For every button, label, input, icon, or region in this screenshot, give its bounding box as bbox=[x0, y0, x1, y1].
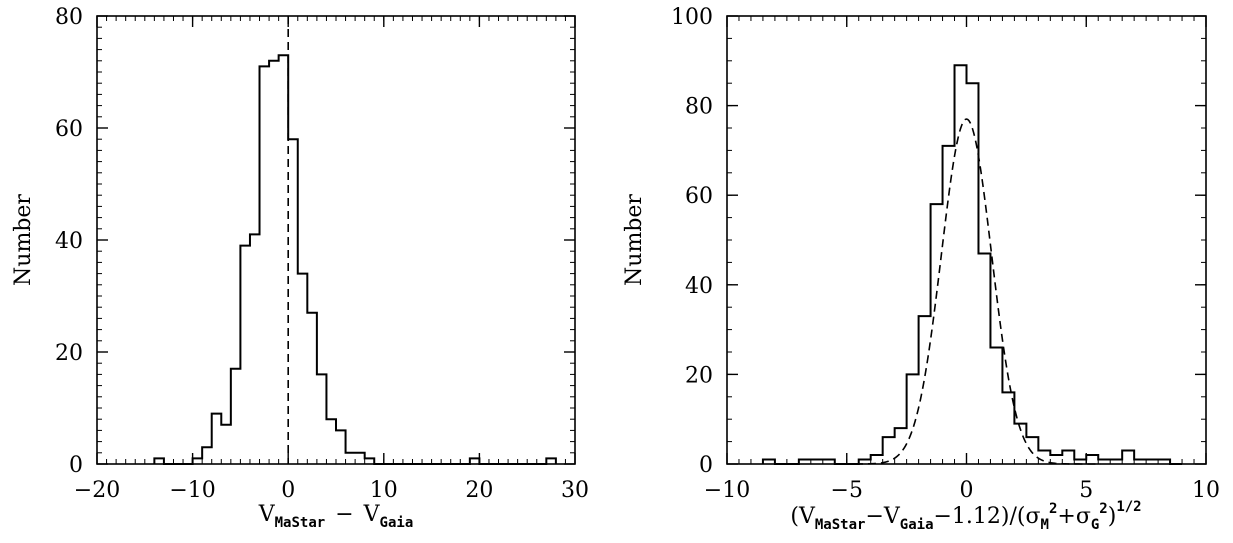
x-tick-label: 10 bbox=[1192, 478, 1220, 503]
x-tick-label: 10 bbox=[370, 478, 398, 503]
left-tick-labels: −20 −10 0 10 20 30 0 20 40 60 80 bbox=[55, 5, 589, 503]
histogram-steps bbox=[153, 54, 557, 465]
x-tick-label: 30 bbox=[561, 478, 589, 503]
x-tick-label: 5 bbox=[1079, 478, 1093, 503]
x-tick-label: −5 bbox=[831, 478, 863, 503]
left-axis-ticks bbox=[96, 15, 576, 465]
x-tick-label: 0 bbox=[281, 478, 295, 503]
plot-frame bbox=[96, 15, 576, 465]
y-tick-label: 60 bbox=[55, 117, 83, 142]
y-tick-label: 20 bbox=[55, 341, 83, 366]
x-axis-label: (VMaStar−VGaia−1.12)/(σM2+σG2)1/2 bbox=[790, 499, 1141, 533]
x-tick-label: 0 bbox=[960, 478, 974, 503]
y-tick-label: 40 bbox=[55, 229, 83, 254]
histogram-steps bbox=[761, 64, 1183, 465]
y-tick-label: 80 bbox=[55, 5, 83, 30]
y-tick-label: 40 bbox=[685, 274, 713, 299]
y-axis-label: Number bbox=[11, 194, 36, 286]
gaussian-fit-curve bbox=[841, 118, 1101, 465]
y-tick-label: 80 bbox=[685, 95, 713, 120]
x-tick-label: −10 bbox=[169, 478, 215, 503]
x-tick-label: −10 bbox=[704, 478, 750, 503]
y-axis-label: Number bbox=[622, 194, 647, 286]
x-tick-label: −20 bbox=[74, 478, 120, 503]
y-tick-label: 60 bbox=[685, 184, 713, 209]
left-histogram-panel: −20 −10 0 10 20 30 0 20 40 60 80 Number VMaStar − VG… bbox=[11, 5, 589, 531]
x-axis-label: VMaStar − VGaia bbox=[258, 502, 414, 531]
y-tick-label: 0 bbox=[69, 453, 83, 478]
y-tick-label: 0 bbox=[699, 453, 713, 478]
y-tick-label: 100 bbox=[671, 5, 713, 30]
y-tick-label: 20 bbox=[685, 363, 713, 388]
x-tick-label: 20 bbox=[465, 478, 493, 503]
